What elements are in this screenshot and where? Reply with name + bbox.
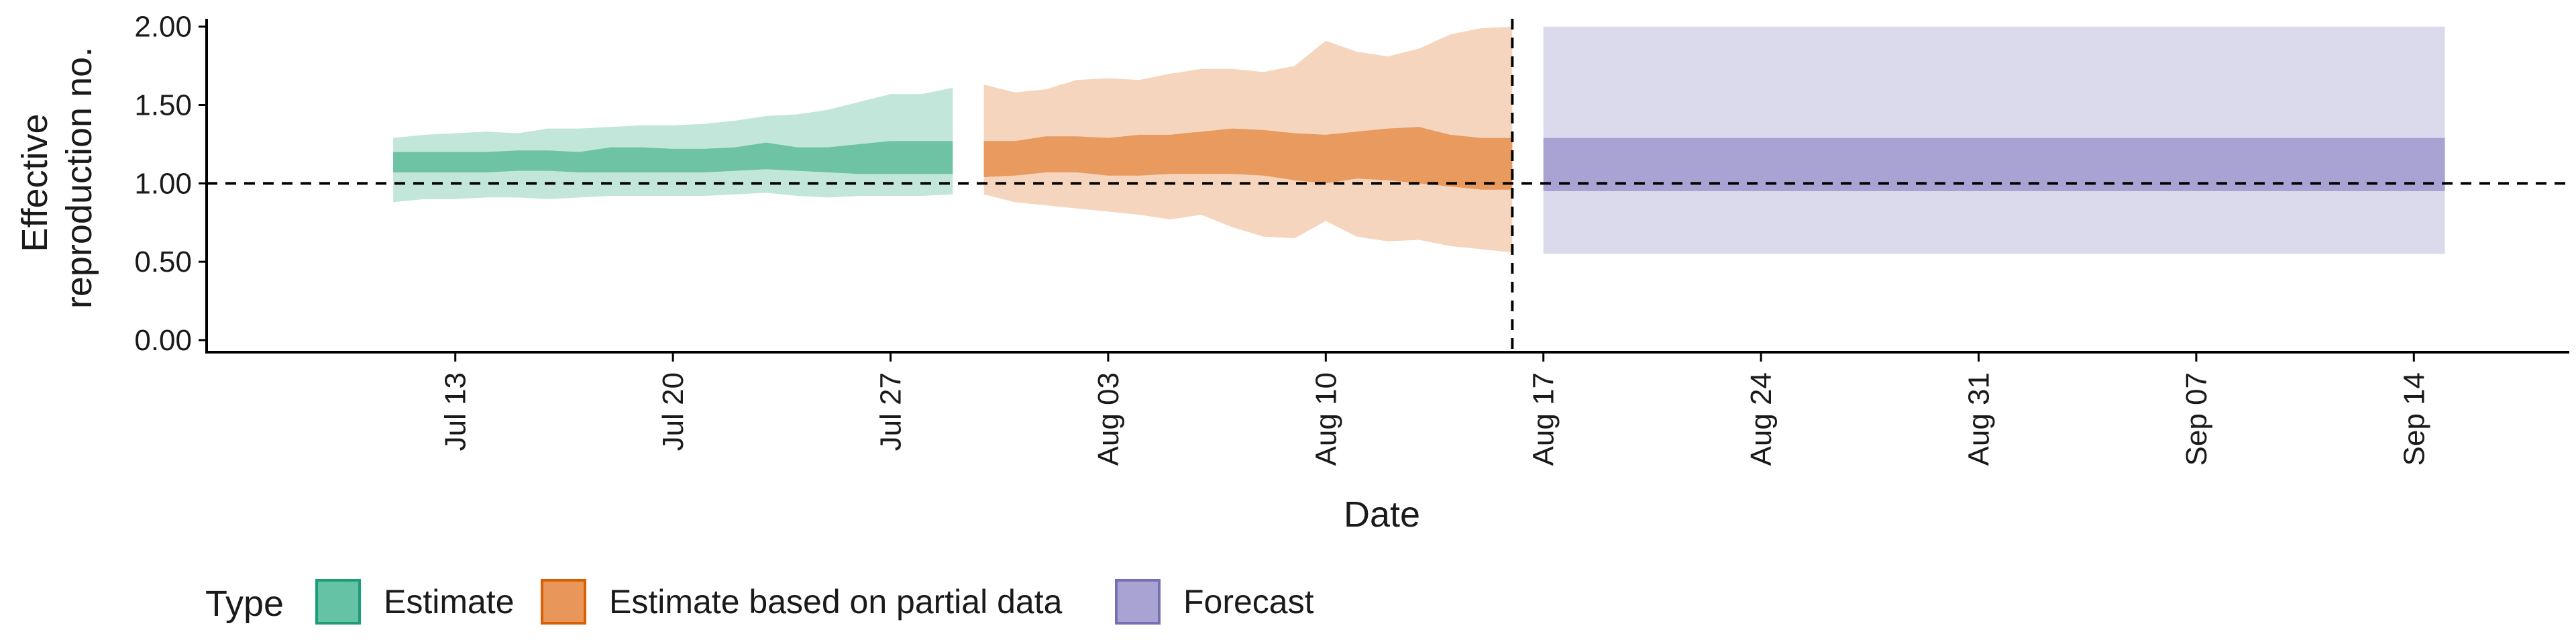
legend-label: Forecast: [1183, 583, 1314, 621]
estimate-based-on-partial-data-inner-band: [983, 127, 1513, 190]
forecast-inner-band: [1543, 138, 2445, 191]
x-tick-label: Aug 31: [1963, 372, 1996, 466]
chart-axes: [205, 19, 2569, 354]
legend-label: Estimate based on partial data: [609, 583, 1063, 621]
y-tick-label: 1.50: [134, 89, 192, 122]
legend-title: Type: [205, 584, 284, 624]
x-tick-label: Jul 13: [439, 372, 472, 451]
y-tick-label: 0.00: [134, 324, 192, 357]
chart-bands: [393, 26, 2445, 254]
y-tick-label: 1.00: [134, 167, 192, 200]
y-tick-label: 2.00: [134, 11, 192, 44]
x-tick-label: Aug 03: [1092, 372, 1125, 466]
x-tick-label: Aug 17: [1527, 372, 1560, 466]
x-axis-title: Date: [1344, 494, 1420, 535]
estimate-inner-band: [393, 141, 953, 174]
legend: Type Estimate Estimate based on partial d…: [205, 579, 1314, 625]
x-tick-label: Aug 10: [1309, 372, 1342, 466]
y-tick-label: 0.50: [134, 246, 192, 278]
y-axis-title-line-2: reproduction no.: [59, 47, 99, 309]
chart-ticks: 0.00 0.50 1.00 1.50 2.00 Jul 13 Jul 20 Jul 27 Au…: [134, 11, 2430, 466]
legend-swatch: [1115, 579, 1161, 625]
x-tick-label: Aug 24: [1745, 372, 1778, 466]
x-tick-label: Jul 27: [875, 372, 908, 451]
y-axis-title: Effective reproduction no.: [15, 47, 99, 309]
y-axis-title-line-1: Effective: [15, 113, 55, 252]
x-tick-label: Sep 14: [2398, 372, 2430, 466]
x-tick-label: Sep 07: [2180, 372, 2213, 466]
axis-titles: Effective reproduction no. Date: [15, 47, 1420, 535]
legend-swatch: [315, 579, 361, 625]
x-tick-label: Jul 20: [657, 372, 690, 451]
estimate-outer-band: [393, 87, 953, 203]
legend-swatch: [541, 579, 586, 625]
legend-label: Estimate: [384, 583, 515, 621]
